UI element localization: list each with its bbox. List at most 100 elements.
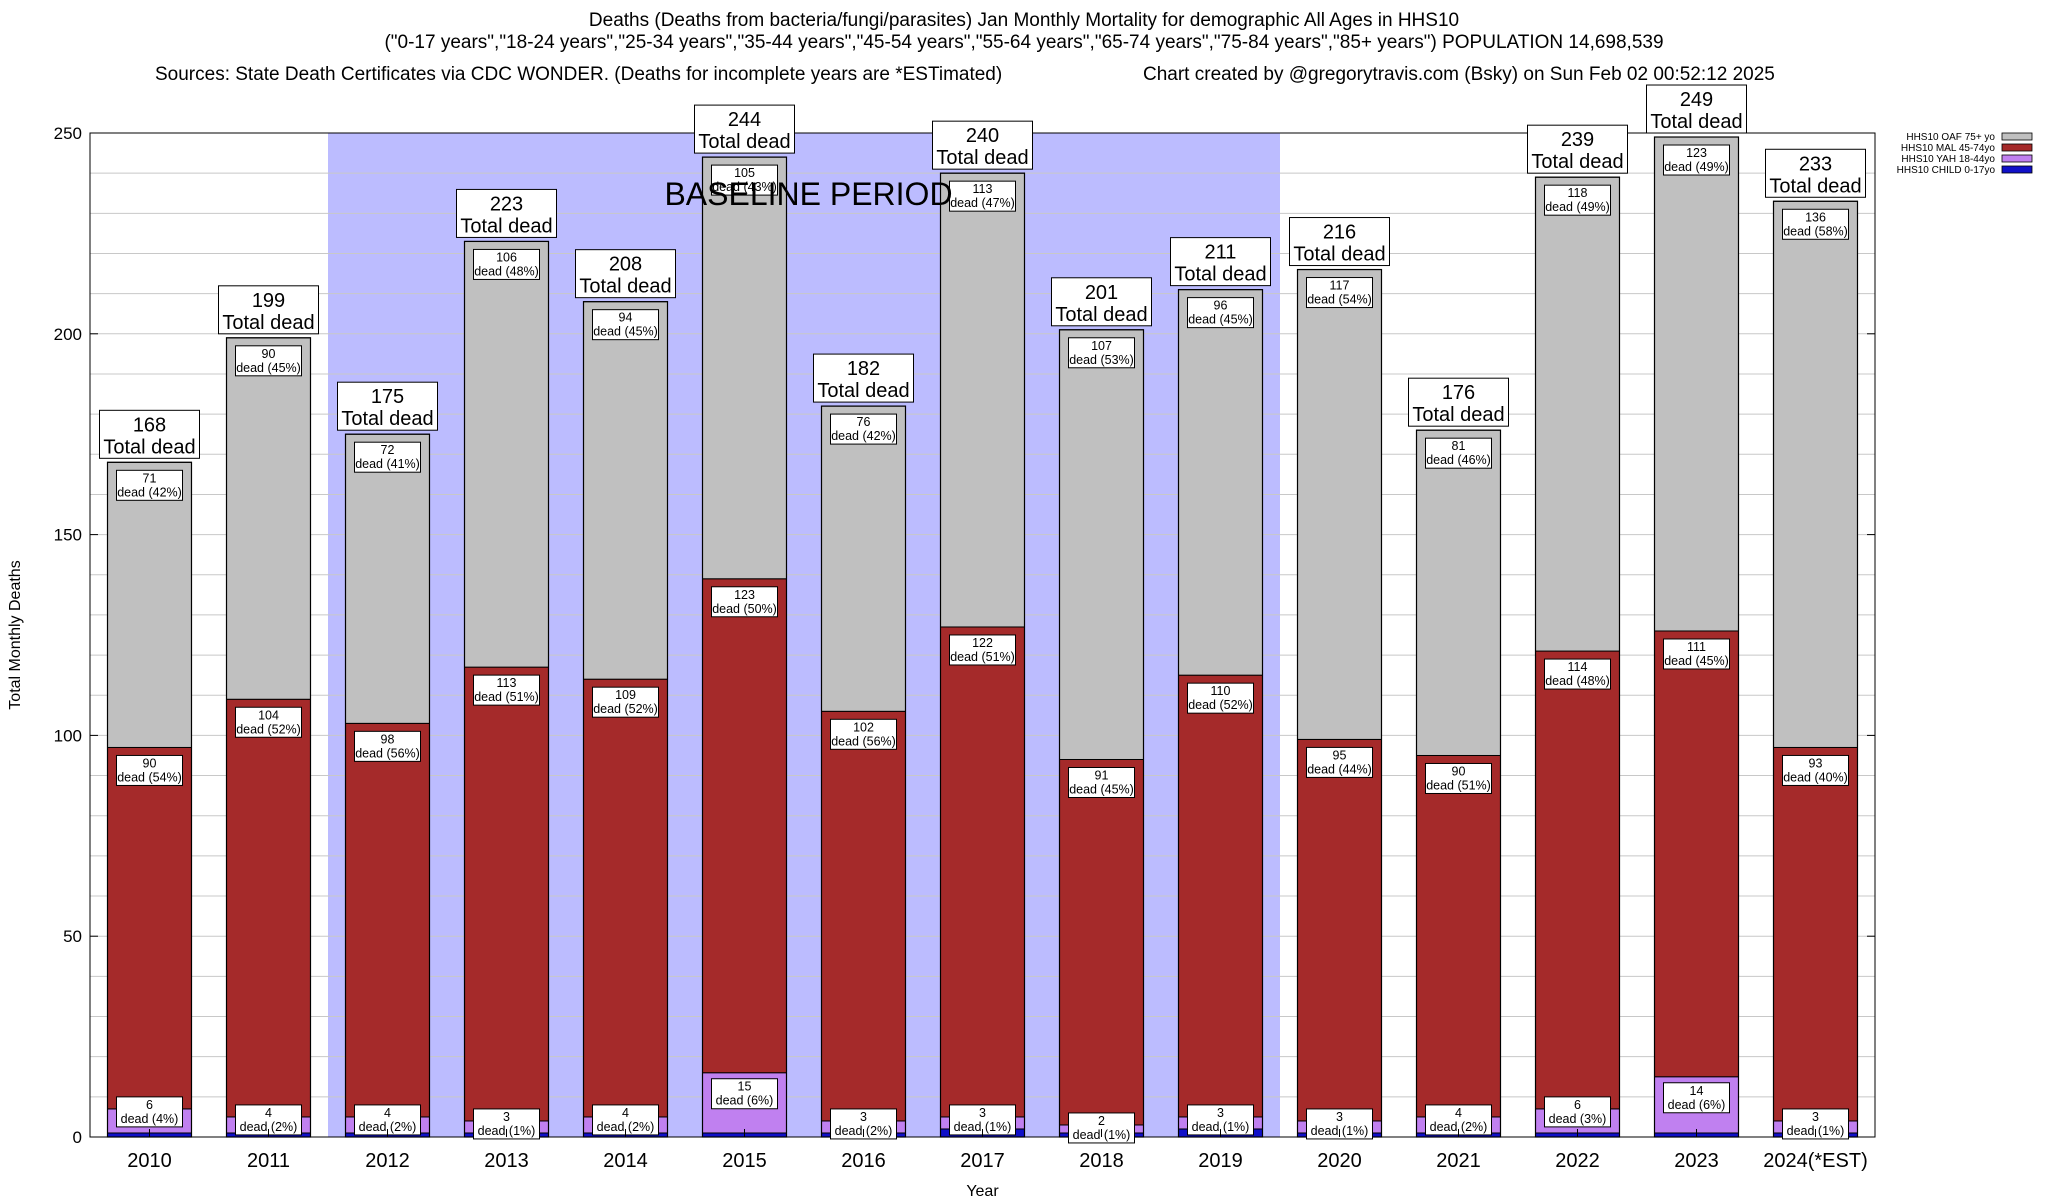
total-value: 211 bbox=[1205, 242, 1237, 264]
segment-label-box bbox=[116, 469, 183, 501]
total-label-box bbox=[1051, 277, 1152, 327]
segment-label-box bbox=[1068, 766, 1135, 798]
segment-percent: dead (53%) bbox=[1069, 353, 1134, 367]
bar-segment bbox=[821, 710, 906, 1122]
segment-percent: dead (2%) bbox=[240, 1120, 298, 1134]
segment-percent: dead (49%) bbox=[1545, 200, 1610, 214]
x-tick-label: 2015 bbox=[722, 1150, 767, 1172]
segment-percent: dead (40%) bbox=[1783, 770, 1848, 784]
bar-segment bbox=[226, 698, 311, 1118]
segment-label-box bbox=[711, 586, 778, 618]
segment-percent: dead (48%) bbox=[1545, 674, 1610, 688]
baseline-period-label: BASELINE PERIOD bbox=[664, 176, 952, 212]
segment-value: 4 bbox=[384, 1106, 391, 1120]
y-tick-label: 0 bbox=[73, 1128, 82, 1147]
segment-percent: dead (4%) bbox=[121, 1112, 179, 1126]
segment-value: 6 bbox=[146, 1098, 153, 1112]
segment-label-box bbox=[592, 309, 659, 341]
bar-segment bbox=[345, 722, 430, 1118]
total-label-box bbox=[1527, 124, 1628, 174]
segment-value: 72 bbox=[381, 443, 395, 457]
total-text: Total dead bbox=[1531, 151, 1623, 173]
segment-percent: dead (45%) bbox=[236, 361, 301, 375]
total-label-box bbox=[694, 104, 795, 154]
segment-label-box bbox=[116, 754, 183, 786]
x-tick-label: 2019 bbox=[1198, 1150, 1243, 1172]
x-tick-label: 2017 bbox=[960, 1150, 1005, 1172]
total-text: Total dead bbox=[1174, 264, 1266, 286]
total-text: Total dead bbox=[341, 408, 433, 430]
segment-value: 3 bbox=[979, 1106, 986, 1120]
total-text: Total dead bbox=[698, 131, 790, 153]
total-value: 223 bbox=[490, 193, 523, 215]
segment-label-box bbox=[235, 706, 302, 738]
segment-percent: dead (52%) bbox=[593, 702, 658, 716]
segment-value: 98 bbox=[381, 732, 395, 746]
segment-label-box bbox=[473, 674, 540, 706]
segment-percent: dead (6%) bbox=[716, 1094, 774, 1108]
total-value: 168 bbox=[133, 414, 166, 436]
total-value: 233 bbox=[1799, 153, 1832, 175]
x-tick-label: 2012 bbox=[365, 1150, 410, 1172]
y-tick-label: 50 bbox=[63, 927, 82, 946]
segment-value: 3 bbox=[503, 1110, 510, 1124]
segment-percent: dead (45%) bbox=[1664, 654, 1729, 668]
x-tick-label: 2020 bbox=[1317, 1150, 1362, 1172]
total-text: Total dead bbox=[936, 147, 1028, 169]
x-tick-label: 2023 bbox=[1674, 1150, 1719, 1172]
total-label-box bbox=[1765, 148, 1866, 198]
segment-label-box bbox=[592, 686, 659, 718]
segment-value: 90 bbox=[262, 347, 276, 361]
x-tick-label: 2016 bbox=[841, 1150, 886, 1172]
y-tick-label: 250 bbox=[54, 124, 82, 143]
segment-percent: dead (58%) bbox=[1783, 224, 1848, 238]
legend-label: HHS10 MAL 45-74yo bbox=[1901, 143, 1996, 154]
segment-percent: dead (45%) bbox=[1069, 782, 1134, 796]
segment-label-box bbox=[235, 345, 302, 377]
total-text: Total dead bbox=[579, 276, 671, 298]
segment-value: 109 bbox=[615, 688, 636, 702]
segment-value: 6 bbox=[1574, 1098, 1581, 1112]
bar-segment bbox=[1535, 650, 1620, 1110]
segment-value: 123 bbox=[1686, 146, 1707, 160]
segment-label-box bbox=[711, 1078, 778, 1110]
segment-label-box bbox=[1187, 682, 1254, 714]
total-value: 244 bbox=[728, 109, 761, 131]
segment-value: 3 bbox=[860, 1110, 867, 1124]
segment-label-box bbox=[354, 730, 421, 762]
segment-value: 90 bbox=[1452, 764, 1466, 778]
segment-label-box bbox=[830, 718, 897, 750]
segment-value: 96 bbox=[1214, 299, 1228, 313]
chart-credit: Chart created by @gregorytravis.com (Bsk… bbox=[1143, 64, 1775, 85]
total-label-box bbox=[337, 381, 438, 431]
chart-subtitle: ("0-17 years","18-24 years","25-34 years… bbox=[384, 32, 1664, 53]
total-text: Total dead bbox=[103, 436, 195, 458]
segment-label-box bbox=[1306, 277, 1373, 309]
segment-value: 76 bbox=[857, 415, 871, 429]
segment-value: 111 bbox=[1687, 640, 1706, 654]
